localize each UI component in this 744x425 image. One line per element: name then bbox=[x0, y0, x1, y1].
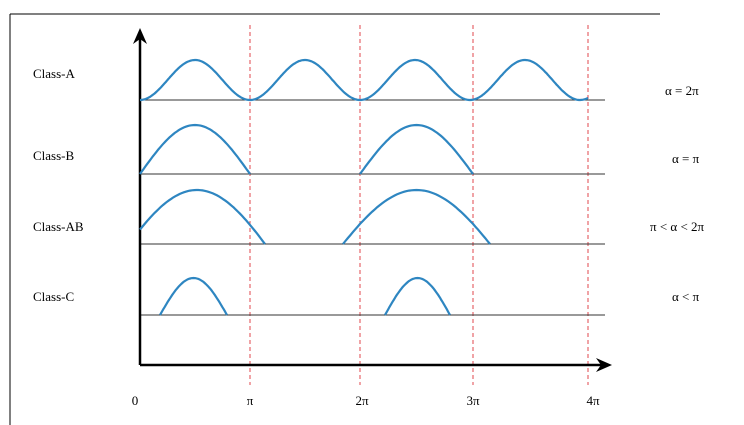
waveform bbox=[140, 190, 265, 244]
baselines bbox=[140, 100, 605, 315]
waveform bbox=[140, 60, 588, 100]
x-tick-label: 3π bbox=[466, 393, 480, 408]
angle-label: π < α < 2π bbox=[650, 219, 705, 234]
angle-label: α < π bbox=[672, 289, 700, 304]
class-label: Class-C bbox=[33, 289, 74, 304]
diagram: Class-A Class-B Class-AB Class-C α = 2π … bbox=[0, 0, 744, 425]
dashed-guides bbox=[250, 25, 588, 385]
angle-label: α = 2π bbox=[665, 83, 699, 98]
x-tick-label: π bbox=[247, 393, 254, 408]
class-label: Class-A bbox=[33, 66, 76, 81]
waveform bbox=[140, 125, 250, 174]
class-label: Class-B bbox=[33, 148, 75, 163]
x-tick-label: 0 bbox=[132, 393, 139, 408]
waveform bbox=[385, 278, 450, 315]
x-tick-label: 4π bbox=[586, 393, 600, 408]
angle-label: α = π bbox=[672, 151, 700, 166]
waveforms bbox=[140, 60, 588, 315]
waveform bbox=[160, 278, 227, 315]
x-tick-label: 2π bbox=[355, 393, 369, 408]
class-label: Class-AB bbox=[33, 219, 84, 234]
waveform bbox=[360, 125, 473, 174]
waveform bbox=[343, 190, 490, 244]
